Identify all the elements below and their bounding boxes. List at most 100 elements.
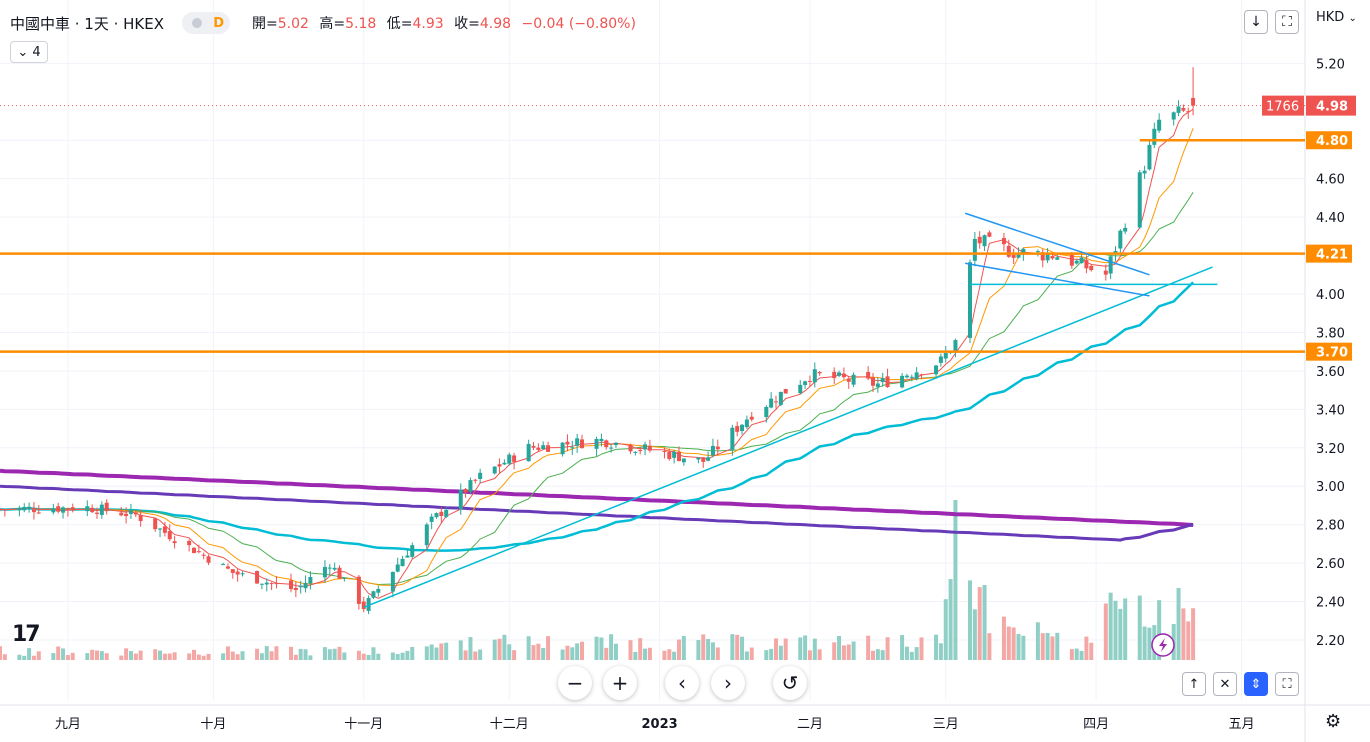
- candle-body: [274, 583, 279, 585]
- scroll-right-button[interactable]: ›: [711, 666, 745, 700]
- candle-body: [613, 442, 618, 446]
- time-tick-label: 十二月: [490, 717, 529, 732]
- market-status-badge[interactable]: D: [182, 12, 231, 34]
- volume-bar: [701, 634, 706, 660]
- ohlc-readout: 開=5.02 高=5.18 低=4.93 收=4.98 −0.04 (−0.80…: [252, 13, 642, 33]
- candle-body: [192, 547, 196, 554]
- volume-bar: [1181, 608, 1186, 660]
- volume-bar: [36, 651, 41, 660]
- candle-body: [541, 445, 546, 449]
- candle-body: [337, 567, 342, 579]
- candle-body: [972, 238, 977, 261]
- auto-scale-button[interactable]: ⇕: [1244, 672, 1268, 696]
- candle-body: [832, 371, 837, 379]
- gear-icon[interactable]: ⚙: [1325, 711, 1342, 732]
- candle-body: [778, 391, 783, 405]
- zoom-in-button[interactable]: +: [603, 666, 637, 700]
- volume-bar: [662, 650, 667, 660]
- candle-body: [953, 340, 958, 352]
- volume-bar: [138, 650, 143, 660]
- time-tick-label: 九月: [55, 717, 81, 732]
- volume-bar: [61, 648, 66, 660]
- candle-body: [371, 591, 376, 598]
- candle-body: [1137, 172, 1142, 228]
- candle-body: [580, 439, 584, 449]
- volume-bar: [531, 645, 536, 660]
- symbol-title[interactable]: 中國中車 · 1天 · HKEX: [10, 14, 165, 33]
- volume-bar: [982, 585, 987, 660]
- reset-chart-button[interactable]: ↺: [773, 666, 807, 700]
- currency-selector[interactable]: HKD ⌄: [1316, 10, 1357, 25]
- candle-body: [706, 457, 711, 461]
- trendline: [363, 266, 1213, 609]
- candle-body: [512, 455, 517, 462]
- candle-body: [463, 489, 468, 493]
- volume-bar: [366, 654, 371, 660]
- candle-body: [61, 507, 66, 513]
- indicators-toggle[interactable]: ⌄ 4: [10, 41, 48, 63]
- reset-icon: ↺: [781, 671, 799, 695]
- price-tick-label: 2.20: [1316, 634, 1345, 649]
- volume-bar: [696, 639, 701, 660]
- volume-bar: [235, 654, 240, 660]
- candle-body: [575, 438, 580, 446]
- countdown-tag: [1262, 95, 1304, 116]
- tradingview-logo-icon[interactable]: 17: [12, 622, 41, 647]
- volume-bar: [1176, 588, 1181, 660]
- zoom-out-button[interactable]: −: [558, 666, 592, 700]
- volume-bar: [740, 636, 745, 660]
- candle-body: [124, 513, 129, 517]
- candle-body: [638, 450, 643, 452]
- volume-bar: [502, 634, 507, 660]
- volume-bar: [546, 636, 551, 660]
- down-arrow-button[interactable]: ↓: [1244, 10, 1268, 34]
- volume-bar: [405, 650, 410, 660]
- candle-body: [604, 440, 609, 448]
- candle-body: [1016, 252, 1021, 258]
- scale-up-button[interactable]: ↑: [1182, 672, 1206, 696]
- volume-bar: [953, 500, 958, 660]
- candle-body: [696, 457, 701, 460]
- candle-body: [172, 541, 177, 544]
- volume-bar: [817, 649, 822, 660]
- badge-label: D: [213, 15, 225, 31]
- candle-body: [1171, 112, 1176, 120]
- candle-body: [201, 554, 206, 556]
- volume-bar: [85, 653, 90, 660]
- volume-bar: [478, 649, 483, 660]
- candle-body: [812, 369, 817, 383]
- time-tick-label: 二月: [797, 717, 823, 732]
- candle-body: [1001, 237, 1006, 245]
- candle-body: [158, 528, 163, 530]
- volume-bar: [575, 643, 580, 660]
- volume-bar: [497, 638, 502, 660]
- candle-body: [410, 545, 415, 557]
- volume-bar: [225, 646, 230, 660]
- remove-button[interactable]: ✕: [1213, 672, 1237, 696]
- volume-bar: [104, 653, 109, 660]
- volume-bar: [769, 648, 774, 660]
- volume-bar: [866, 635, 871, 660]
- candle-body: [677, 452, 681, 462]
- triangle-line: [965, 262, 1150, 297]
- candle-body: [982, 235, 987, 247]
- fullscreen-button[interactable]: ⛶: [1275, 672, 1299, 696]
- snapshot-button[interactable]: ⛶: [1275, 10, 1299, 34]
- candle-body: [1040, 252, 1045, 261]
- candle-body: [1006, 245, 1011, 257]
- open-value: 5.02: [277, 16, 309, 32]
- volume-bar: [570, 647, 575, 660]
- level-tag: [1306, 244, 1352, 263]
- volume-bar: [778, 645, 783, 660]
- volume-bar: [783, 638, 788, 660]
- volume-bar: [1001, 616, 1006, 660]
- volume-bar: [1069, 649, 1074, 660]
- scroll-left-button[interactable]: ‹: [665, 666, 699, 700]
- candle-body: [17, 507, 22, 511]
- fullscreen-icon: ⛶: [1282, 676, 1292, 692]
- volume-bar: [1186, 621, 1191, 660]
- candle-body: [628, 444, 633, 452]
- candle-body: [162, 526, 167, 533]
- volume-bar: [1074, 648, 1079, 660]
